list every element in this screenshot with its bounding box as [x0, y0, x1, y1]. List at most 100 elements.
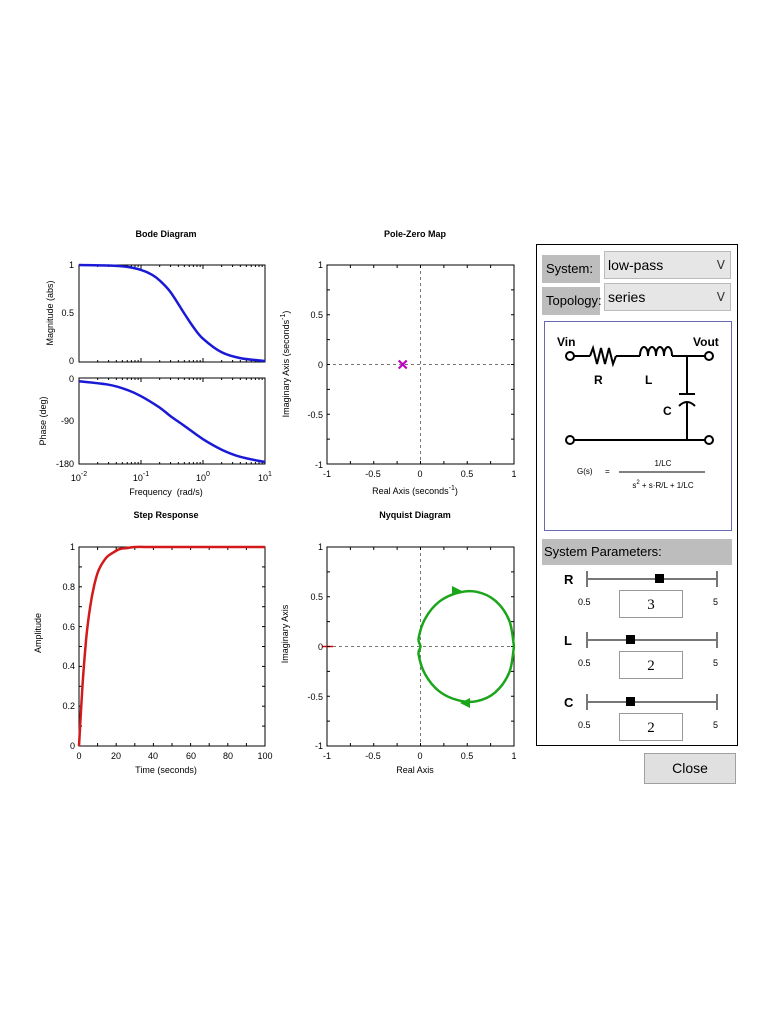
bode-xlabel: Frequency (rad/s): [129, 487, 203, 497]
step-axes: [78, 546, 266, 747]
bode-mag-curve: [78, 263, 266, 363]
pz-ytick-1: 1: [318, 260, 323, 270]
r-label: R: [594, 373, 603, 387]
tf-numerator: 1/LC: [655, 459, 672, 468]
param-r-value[interactable]: 3: [619, 590, 683, 618]
nyquist-arrow-lower: [460, 698, 470, 708]
slider-end-right: [716, 571, 718, 587]
bode-mag-axes: [78, 264, 266, 363]
bode-diagram: Bode Diagram 1 0.5 0 Magnitude (abs) 0 -…: [38, 229, 272, 497]
bode-xtick-2: 10-1: [133, 471, 149, 483]
param-c-max: 5: [713, 720, 719, 730]
pz-xtick-3: 0: [417, 469, 422, 479]
nyq-ytick-1: 1: [318, 542, 323, 552]
pz-ytick-2: 0.5: [310, 310, 323, 320]
slider-thumb[interactable]: [625, 697, 635, 706]
topology-label: Topology:: [542, 287, 602, 315]
step-ytick-5: 0.2: [62, 701, 75, 711]
bode-phase-tick-2: -90: [61, 416, 74, 426]
slider-thumb[interactable]: [654, 574, 664, 583]
param-r-slider[interactable]: [586, 570, 718, 588]
bode-mag-tick-3: 0: [69, 356, 74, 366]
nyq-ytick-3: 0: [318, 642, 323, 652]
nyq-xtick-1: -1: [323, 751, 331, 761]
step-x-ticks: 0 20 40 60 80 100: [76, 751, 272, 761]
nyquist-ylabel: Imaginary Axis: [280, 604, 290, 663]
system-dropdown[interactable]: low-pass ᐯ: [604, 251, 731, 279]
control-panel: System: low-pass ᐯ Topology: series ᐯ: [536, 244, 738, 746]
system-label: System:: [542, 255, 600, 283]
slider-end-left: [586, 694, 588, 710]
bode-mag-minor-ticks: [78, 265, 266, 362]
pole-x-stroke: [397, 359, 408, 370]
step-y-ticks: 1 0.8 0.6 0.4 0.2 0: [62, 542, 75, 751]
vin-label: Vin: [557, 335, 575, 349]
pz-ytick-3: 0: [318, 360, 323, 370]
bode-x-ticks: 10-2 10-1 100 101: [71, 471, 272, 483]
nyq-ytick-2: 0.5: [310, 592, 323, 602]
nyquist-diagram: Nyquist Diagram -1 -0.5 0 0.5 1 1 0.5 0 …: [280, 510, 517, 775]
nyquist-tick-marks: [326, 546, 515, 747]
step-xtick-2: 20: [111, 751, 121, 761]
param-c-label: C: [564, 695, 574, 710]
topology-dropdown[interactable]: series ᐯ: [604, 283, 731, 311]
bode-phase-tick-3: -180: [56, 459, 74, 469]
slider-track: [586, 578, 718, 580]
pole-marker: [397, 359, 408, 370]
nyquist-title: Nyquist Diagram: [379, 510, 451, 520]
param-l-value[interactable]: 2: [619, 651, 683, 679]
pz-ylabel: Imaginary Axis (seconds-1): [280, 311, 291, 418]
bode-xtick-1: 10-2: [71, 471, 87, 483]
param-c-slider[interactable]: [586, 693, 718, 711]
circuit-diagram: Vin Vout R L C G(s) = 1/LC s2 + s·R/L + …: [544, 321, 732, 531]
c-label: C: [663, 404, 672, 418]
bode-phase-curve: [78, 380, 266, 464]
step-ytick-3: 0.6: [62, 622, 75, 632]
bode-phase-tick-1: 0: [69, 374, 74, 384]
param-c-min: 0.5: [578, 720, 591, 730]
bode-phase-axes: [78, 377, 266, 465]
equals-sign: =: [605, 467, 610, 476]
close-button[interactable]: Close: [644, 753, 736, 784]
nyq-xtick-5: 1: [511, 751, 516, 761]
bode-mag-tick-1: 1: [69, 260, 74, 270]
param-r-label: R: [564, 572, 574, 587]
nyquist-arrow-upper: [452, 586, 462, 596]
nyquist-x-ticks: -1 -0.5 0 0.5 1: [323, 751, 517, 761]
bode-title: Bode Diagram: [135, 229, 196, 239]
vout-label: Vout: [693, 335, 719, 349]
bode-mag-ylabel: Magnitude (abs): [45, 280, 55, 345]
param-l-slider[interactable]: [586, 631, 718, 649]
step-tick-marks: [78, 546, 266, 747]
nyq-xtick-4: 0.5: [461, 751, 474, 761]
pz-xtick-2: -0.5: [365, 469, 381, 479]
slider-end-right: [716, 694, 718, 710]
pz-ytick-5: -1: [315, 460, 323, 470]
param-r-max: 5: [713, 597, 719, 607]
step-xtick-3: 40: [148, 751, 158, 761]
nyquist-curve: [417, 589, 516, 704]
nyq-xtick-2: -0.5: [365, 751, 381, 761]
topology-dropdown-value: series: [608, 289, 646, 305]
pole-zero-map: Pole-Zero Map -1 -0.5 0 0.5 1 1 0.5 0 -0…: [280, 229, 517, 496]
step-title: Step Response: [133, 510, 198, 520]
param-l-min: 0.5: [578, 658, 591, 668]
step-curve: [77, 545, 265, 747]
nyquist-xlabel: Real Axis: [396, 765, 434, 775]
bode-phase-minor-ticks: [78, 378, 266, 464]
pz-title: Pole-Zero Map: [384, 229, 447, 239]
circuit-svg: Vin Vout R L C G(s) = 1/LC s2 + s·R/L + …: [557, 335, 719, 490]
param-c-value[interactable]: 2: [619, 713, 683, 741]
step-xtick-1: 0: [76, 751, 81, 761]
pz-x-ticks: -1 -0.5 0 0.5 1: [323, 469, 517, 479]
slider-thumb[interactable]: [625, 635, 635, 644]
step-xlabel: Time (seconds): [135, 765, 197, 775]
pz-xtick-5: 1: [511, 469, 516, 479]
step-xtick-6: 100: [257, 751, 272, 761]
step-xtick-4: 60: [186, 751, 196, 761]
slider-track: [586, 639, 718, 641]
slider-end-right: [716, 632, 718, 648]
tf-denominator: s2 + s·R/L + 1/LC: [632, 480, 694, 490]
pz-ytick-4: -0.5: [307, 410, 323, 420]
